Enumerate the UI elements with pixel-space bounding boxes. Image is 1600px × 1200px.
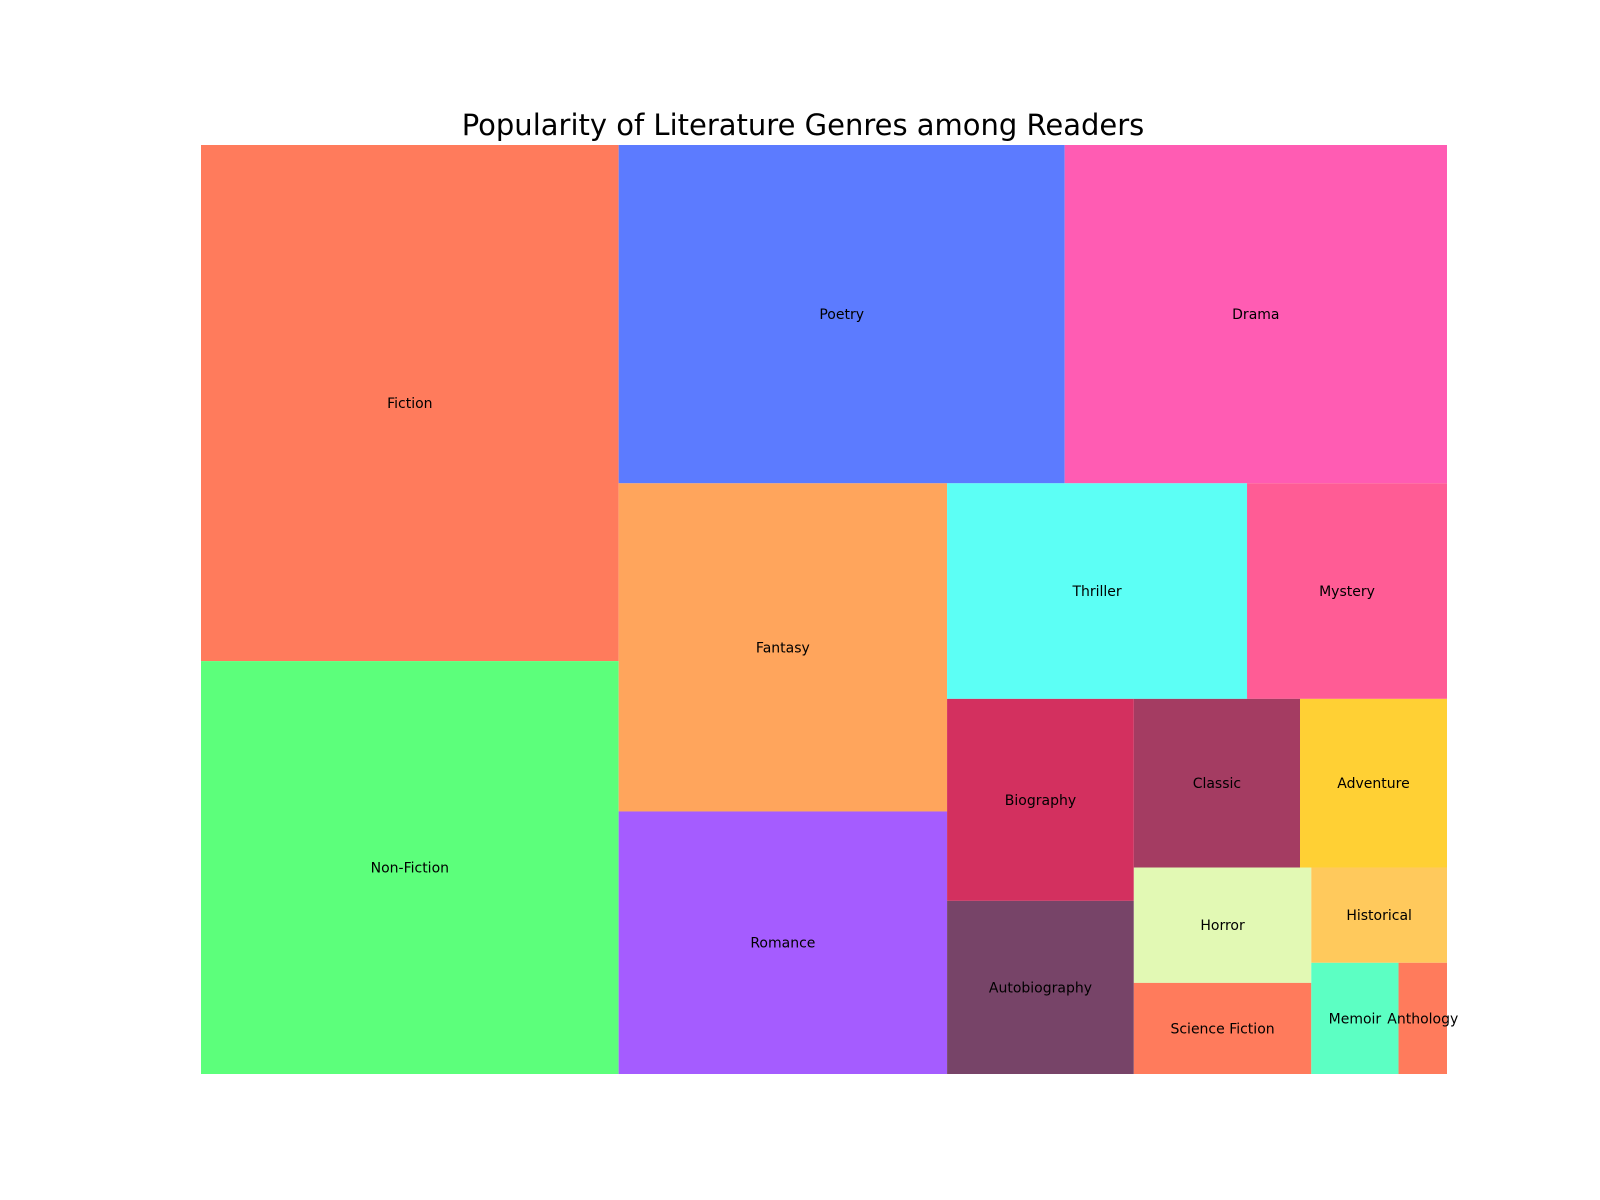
cell-rect-science-fiction xyxy=(1133,982,1312,1074)
cell-rect-drama xyxy=(1064,145,1447,484)
cell-rect-non-fiction xyxy=(201,661,619,1074)
treemap-cell-anthology: Anthology xyxy=(1387,962,1458,1074)
cell-label-classic: Classic xyxy=(1193,776,1241,792)
cell-label-romance: Romance xyxy=(750,936,815,952)
cell-label-mystery: Mystery xyxy=(1319,584,1375,600)
chart-title: Popularity of Literature Genres among Re… xyxy=(462,108,1145,142)
cell-label-poetry: Poetry xyxy=(819,307,864,323)
treemap-cell-classic: Classic xyxy=(1133,698,1301,868)
treemap-cell-mystery: Mystery xyxy=(1247,483,1447,699)
treemap-cell-drama: Drama xyxy=(1064,145,1447,484)
treemap-cell-memoir: Memoir xyxy=(1311,962,1399,1074)
cell-label-non-fiction: Non-Fiction xyxy=(371,861,449,877)
treemap-cell-non-fiction: Non-Fiction xyxy=(201,661,619,1074)
treemap-cell-autobiography: Autobiography xyxy=(947,900,1134,1074)
treemap-cell-horror: Horror xyxy=(1133,867,1312,983)
treemap-cell-historical: Historical xyxy=(1311,867,1447,963)
treemap-cell-science-fiction: Science Fiction xyxy=(1133,982,1312,1074)
treemap-cell-fiction: Fiction xyxy=(201,145,619,662)
treemap-cell-adventure: Adventure xyxy=(1300,698,1447,868)
cell-label-biography: Biography xyxy=(1005,793,1076,809)
cell-label-horror: Horror xyxy=(1200,918,1245,934)
cell-rect-poetry xyxy=(618,145,1065,484)
cell-rect-autobiography xyxy=(947,900,1134,1074)
cell-rect-historical xyxy=(1311,867,1447,963)
treemap-cells: Fiction Non-Fiction Poetry Drama Fantasy Roma… xyxy=(201,145,1458,1074)
cell-rect-thriller xyxy=(947,483,1248,699)
cell-rect-romance xyxy=(618,811,948,1074)
cell-rect-fiction xyxy=(201,145,619,662)
treemap-cell-romance: Romance xyxy=(618,811,948,1074)
cell-rect-horror xyxy=(1133,867,1312,983)
cell-rect-adventure xyxy=(1300,698,1447,868)
cell-rect-fantasy xyxy=(618,483,948,812)
cell-label-anthology: Anthology xyxy=(1387,1011,1458,1027)
cell-label-drama: Drama xyxy=(1232,307,1279,323)
cell-label-memoir: Memoir xyxy=(1329,1011,1382,1027)
treemap-cell-poetry: Poetry xyxy=(618,145,1065,484)
cell-rect-memoir xyxy=(1311,962,1399,1074)
treemap-cell-thriller: Thriller xyxy=(947,483,1248,699)
cell-label-thriller: Thriller xyxy=(1071,584,1121,600)
cell-label-autobiography: Autobiography xyxy=(989,980,1092,996)
cell-rect-anthology xyxy=(1398,962,1447,1074)
cell-label-science-fiction: Science Fiction xyxy=(1170,1021,1274,1037)
cell-label-historical: Historical xyxy=(1346,908,1412,924)
cell-label-fantasy: Fantasy xyxy=(756,640,810,656)
cell-label-adventure: Adventure xyxy=(1337,776,1409,792)
treemap-cell-biography: Biography xyxy=(947,698,1134,901)
cell-rect-mystery xyxy=(1247,483,1447,699)
cell-rect-classic xyxy=(1133,698,1301,868)
cell-label-fiction: Fiction xyxy=(387,396,432,412)
treemap-cell-fantasy: Fantasy xyxy=(618,483,948,812)
cell-rect-biography xyxy=(947,698,1134,901)
